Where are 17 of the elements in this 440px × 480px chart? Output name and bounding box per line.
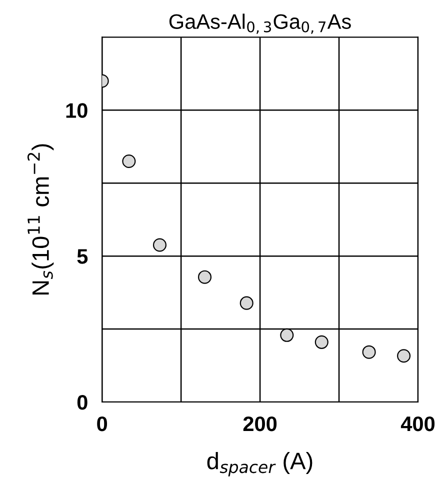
point bbox=[397, 349, 411, 363]
point bbox=[362, 345, 376, 359]
x-tick-label: 0 bbox=[97, 416, 108, 432]
y-tick-label: 5 bbox=[77, 249, 88, 264]
x-tick-label: 400 bbox=[400, 416, 435, 432]
y-tick-label: 0 bbox=[77, 395, 88, 410]
y-axis-title: N$_{s}$(10$^{11}$ cm$^{−2}$) bbox=[27, 144, 54, 295]
point bbox=[280, 328, 294, 342]
y-tick-label: 10 bbox=[66, 103, 88, 118]
point bbox=[152, 238, 166, 252]
point bbox=[240, 296, 254, 310]
x-axis-title: d$_{spacer}$ (A) bbox=[207, 452, 312, 476]
chart-title: GaAs-Al$_{0,3}$Ga$_{0,7}$As bbox=[169, 14, 351, 34]
point bbox=[122, 154, 136, 168]
point bbox=[314, 335, 328, 349]
point bbox=[198, 270, 212, 284]
x-tick-label: 200 bbox=[243, 416, 277, 432]
